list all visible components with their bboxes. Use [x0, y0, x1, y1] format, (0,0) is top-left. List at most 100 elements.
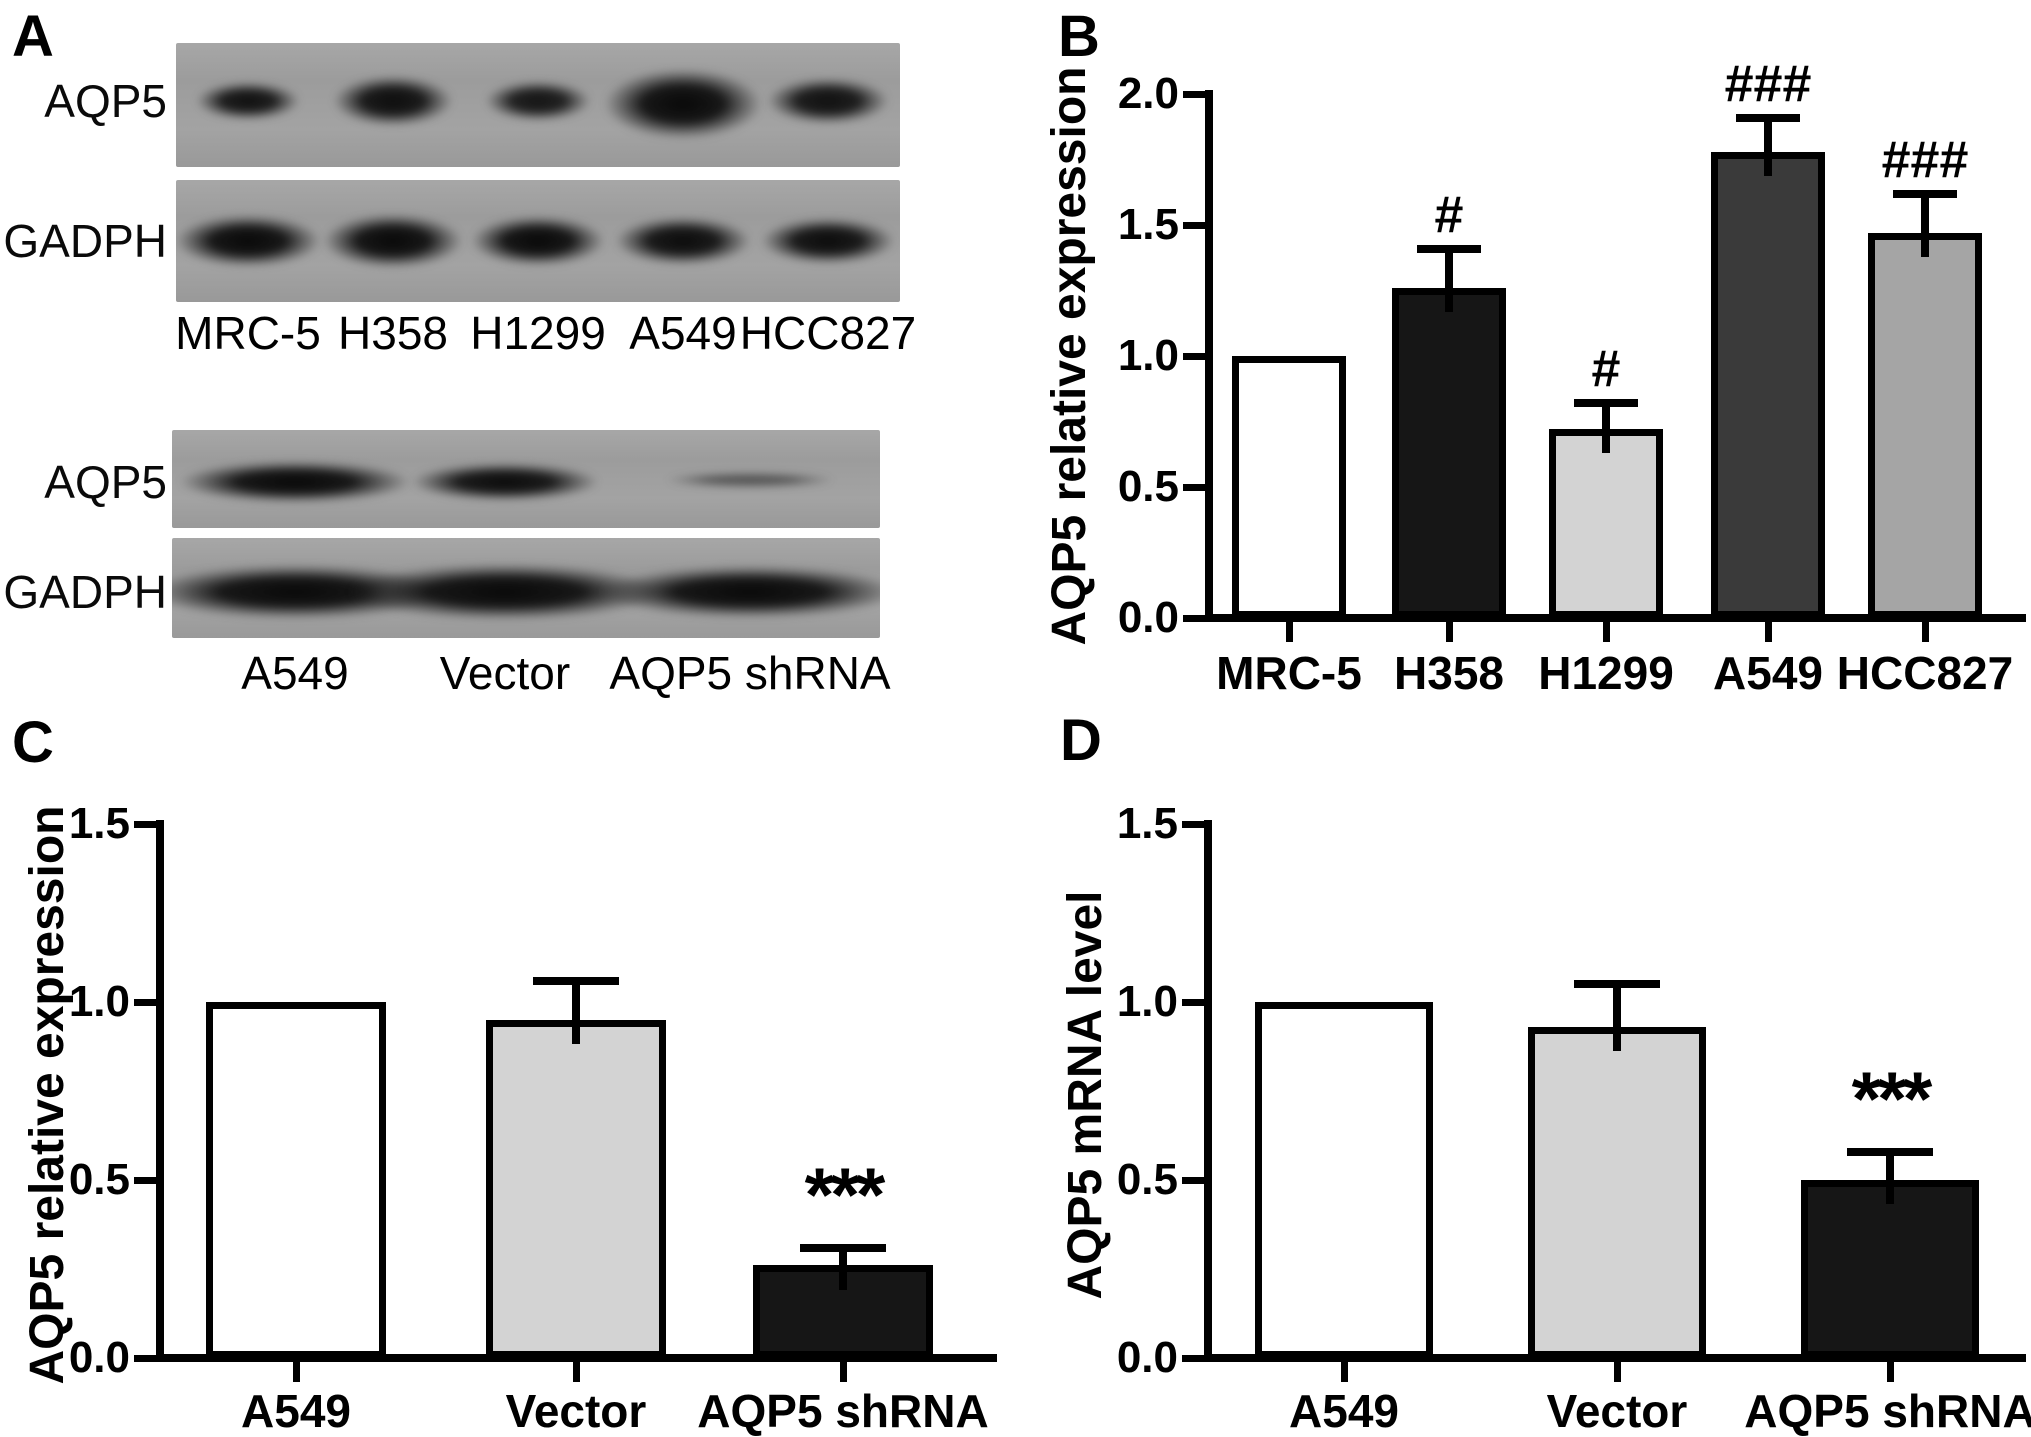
category-label: H358	[1394, 647, 1504, 699]
blot-row-label-aqp5-set2: AQP5	[44, 456, 167, 508]
blot-band	[323, 214, 463, 268]
error-bar-cap	[1736, 114, 1800, 122]
blot-band	[767, 78, 889, 124]
category-label: AQP5 shRNA	[697, 1385, 989, 1437]
category-label: MRC-5	[1216, 647, 1362, 699]
category-label: H1299	[1538, 647, 1674, 699]
bar	[1868, 233, 1982, 618]
lane-label: MRC-5	[175, 307, 321, 359]
blot-row-label-gadph-set2: GADPH	[3, 566, 167, 618]
y-axis-tick	[1183, 222, 1205, 229]
lane-label: AQP5 shRNA	[609, 647, 891, 699]
error-bar-stem	[1764, 118, 1772, 176]
y-tick-label: 0.0	[68, 1333, 130, 1382]
bar	[1528, 1027, 1706, 1358]
y-tick-label: 1.0	[68, 977, 130, 1026]
y-axis-tick	[1183, 353, 1205, 360]
category-label: AQP5 shRNA	[1744, 1385, 2031, 1437]
y-axis-tick	[1183, 484, 1205, 491]
category-label: A549	[1289, 1385, 1399, 1437]
error-bar-cap	[1574, 980, 1660, 988]
blot-band	[600, 566, 880, 618]
y-axis	[1205, 90, 1213, 622]
blot-band	[179, 461, 411, 503]
blot-band	[471, 216, 605, 266]
bar	[206, 1002, 386, 1358]
blot-row-label-gadph-set1: GADPH	[3, 215, 167, 267]
blot-band	[411, 463, 599, 501]
error-bar-cap	[533, 977, 619, 985]
x-axis	[1204, 1354, 2026, 1362]
y-axis-tick	[1182, 999, 1204, 1006]
error-bar-cap	[1574, 399, 1638, 407]
y-tick-label: 0.5	[1116, 1155, 1178, 1204]
x-axis-tick	[1614, 1362, 1621, 1382]
lane-label: Vector	[439, 647, 571, 699]
y-axis-title-c: AQP5 relative expression	[21, 805, 74, 1385]
y-tick-label: 0.0	[1116, 1333, 1178, 1382]
y-tick-label: 1.0	[1116, 977, 1178, 1026]
y-axis-tick	[1183, 615, 1205, 622]
significance-label: ***	[804, 1153, 886, 1238]
bar	[486, 1020, 666, 1358]
x-axis-tick	[1286, 622, 1293, 642]
x-axis-tick	[1922, 622, 1929, 642]
western-blot-aqp5-knockdown	[172, 430, 880, 528]
y-axis-title-d: AQP5 mRNA level	[1059, 890, 1112, 1300]
western-blot-gadph-cell-lines	[176, 180, 900, 302]
western-blot-gadph-knockdown	[172, 538, 880, 638]
bar	[1801, 1180, 1979, 1358]
y-axis-tick	[1182, 821, 1204, 828]
significance-label: #	[1434, 186, 1464, 244]
lane-label: HCC827	[739, 307, 917, 359]
x-axis-tick	[1603, 622, 1610, 642]
x-axis-tick	[1446, 622, 1453, 642]
y-axis-tick	[1182, 1177, 1204, 1184]
significance-label: #	[1591, 340, 1621, 398]
error-bar-cap	[1417, 245, 1481, 253]
y-tick-label: 2.0	[1117, 69, 1179, 118]
blot-band	[615, 217, 751, 265]
y-axis-tick	[134, 999, 156, 1006]
y-tick-label: 0.5	[1117, 462, 1179, 511]
category-label: Vector	[505, 1385, 647, 1437]
panel-label-d: D	[1060, 708, 1102, 773]
x-axis-tick	[840, 1362, 847, 1382]
y-axis	[156, 820, 164, 1362]
bar	[1711, 152, 1825, 618]
error-bar-stem	[1445, 249, 1453, 312]
lane-label: H358	[338, 307, 448, 359]
error-bar-stem	[1921, 194, 1929, 257]
panel-label-c: C	[12, 710, 54, 775]
blot-band	[761, 218, 895, 264]
error-bar-stem	[572, 981, 580, 1044]
y-tick-label: 0.0	[1117, 593, 1179, 642]
category-label: Vector	[1546, 1385, 1688, 1437]
lane-label: A549	[629, 307, 737, 359]
panel-label-a: A	[12, 4, 54, 69]
x-axis	[156, 1354, 997, 1362]
category-label: A549	[1713, 647, 1823, 699]
y-axis-tick	[1182, 1355, 1204, 1362]
blot-band	[485, 81, 591, 121]
error-bar-stem	[1886, 1152, 1894, 1204]
y-tick-label: 1.5	[1117, 200, 1179, 249]
bar	[1255, 1002, 1433, 1358]
significance-label: ###	[1724, 55, 1812, 113]
blot-band	[176, 215, 321, 267]
x-axis-tick	[293, 1362, 300, 1382]
error-bar-cap	[1847, 1148, 1933, 1156]
lane-label: A549	[241, 647, 349, 699]
category-label: HCC827	[1836, 647, 2014, 699]
western-blot-aqp5-cell-lines	[176, 43, 900, 167]
y-axis	[1204, 820, 1212, 1362]
y-tick-label: 1.5	[68, 799, 130, 848]
y-axis-tick	[134, 821, 156, 828]
significance-label: ###	[1881, 131, 1969, 189]
blot-band	[665, 472, 835, 488]
x-axis-tick	[1765, 622, 1772, 642]
y-axis-tick	[134, 1177, 156, 1184]
error-bar-cap	[800, 1244, 886, 1252]
category-label: A549	[241, 1385, 351, 1437]
